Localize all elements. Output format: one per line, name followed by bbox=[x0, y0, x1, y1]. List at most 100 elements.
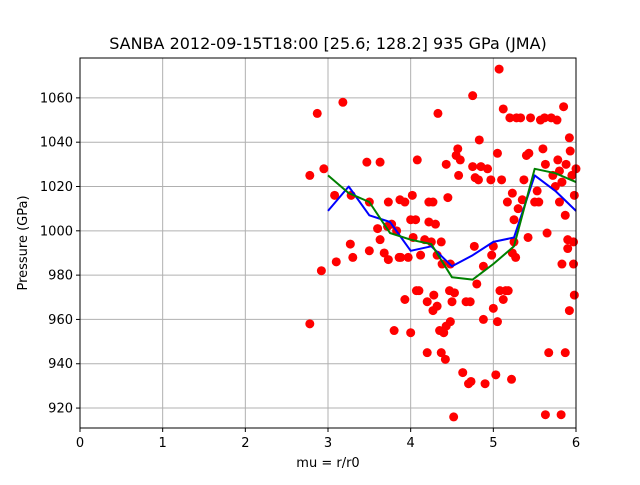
x-tick-label: 4 bbox=[407, 436, 415, 451]
data-point bbox=[383, 197, 393, 207]
y-tick-label: 1040 bbox=[40, 136, 73, 151]
data-point bbox=[526, 113, 536, 123]
series-lines bbox=[327, 167, 577, 281]
data-point bbox=[396, 252, 406, 262]
data-point bbox=[432, 301, 442, 311]
data-point bbox=[305, 170, 315, 180]
data-point bbox=[561, 159, 571, 169]
data-point bbox=[375, 157, 385, 167]
data-point bbox=[488, 303, 498, 313]
data-point bbox=[345, 239, 355, 249]
data-point bbox=[465, 297, 475, 307]
y-tick-label: 960 bbox=[48, 313, 73, 328]
green-series-line bbox=[327, 167, 577, 281]
data-point bbox=[375, 235, 385, 245]
y-tick-label: 1060 bbox=[40, 91, 73, 106]
data-point bbox=[540, 113, 550, 123]
y-tick-label: 1020 bbox=[40, 180, 73, 195]
data-point bbox=[517, 195, 527, 205]
data-point bbox=[316, 266, 326, 276]
data-point bbox=[443, 193, 453, 203]
data-point bbox=[403, 252, 413, 262]
data-point bbox=[455, 155, 465, 165]
data-point bbox=[516, 113, 526, 123]
data-point bbox=[542, 228, 552, 238]
data-point bbox=[407, 190, 417, 200]
axis-ticks: 0 1 2 3 4 5 6 920 940 960 980 1000 1020 1040 1060 bbox=[40, 91, 580, 451]
data-point bbox=[348, 252, 358, 262]
data-point bbox=[411, 215, 421, 225]
data-point bbox=[565, 146, 575, 156]
x-tick-label: 5 bbox=[489, 436, 497, 451]
data-point bbox=[362, 157, 372, 167]
data-point bbox=[532, 186, 542, 196]
data-point bbox=[436, 348, 446, 358]
y-axis-label: Pressure (GPa) bbox=[16, 195, 31, 290]
x-tick-label: 6 bbox=[572, 436, 580, 451]
blue-series-line bbox=[327, 174, 577, 268]
data-point bbox=[569, 190, 579, 200]
data-point bbox=[429, 290, 439, 300]
data-point bbox=[379, 248, 389, 258]
data-point bbox=[338, 97, 348, 107]
data-point bbox=[503, 286, 513, 296]
data-point bbox=[564, 306, 574, 316]
data-point bbox=[400, 197, 410, 207]
data-point bbox=[454, 170, 464, 180]
data-point bbox=[502, 197, 512, 207]
x-axis-label: mu = r/r0 bbox=[296, 456, 359, 471]
data-point bbox=[449, 288, 459, 298]
data-point bbox=[509, 215, 519, 225]
data-point bbox=[507, 374, 517, 384]
data-point bbox=[428, 197, 438, 207]
data-point bbox=[560, 210, 570, 220]
data-point bbox=[449, 412, 459, 422]
x-tick-label: 0 bbox=[76, 436, 84, 451]
data-point bbox=[487, 250, 497, 260]
data-point bbox=[447, 297, 457, 307]
data-point bbox=[480, 379, 490, 389]
y-tick-label: 940 bbox=[48, 357, 73, 372]
data-point bbox=[553, 155, 563, 165]
data-point bbox=[468, 162, 478, 172]
data-point bbox=[513, 204, 523, 214]
data-point bbox=[569, 259, 579, 269]
data-point bbox=[494, 64, 504, 74]
data-point bbox=[544, 348, 554, 358]
data-point bbox=[523, 232, 533, 242]
data-point bbox=[422, 297, 432, 307]
x-tick-label: 1 bbox=[159, 436, 167, 451]
data-point bbox=[305, 319, 315, 329]
data-point bbox=[373, 224, 383, 234]
data-point bbox=[468, 91, 478, 101]
data-point bbox=[319, 164, 329, 174]
chart-title: SANBA 2012-09-15T18:00 [25.6; 128.2] 935… bbox=[109, 34, 547, 53]
data-point bbox=[491, 370, 501, 380]
data-point bbox=[554, 197, 564, 207]
data-point bbox=[330, 190, 340, 200]
data-point bbox=[400, 294, 410, 304]
data-point bbox=[474, 135, 484, 145]
data-point bbox=[412, 155, 422, 165]
data-point bbox=[414, 286, 424, 296]
data-point bbox=[559, 102, 569, 112]
data-point bbox=[538, 144, 548, 154]
data-point bbox=[441, 159, 451, 169]
data-point bbox=[445, 317, 455, 327]
data-point bbox=[498, 104, 508, 114]
data-point bbox=[498, 294, 508, 304]
data-point bbox=[436, 237, 446, 247]
y-tick-label: 980 bbox=[48, 269, 73, 284]
data-point bbox=[563, 244, 573, 254]
data-point bbox=[478, 314, 488, 324]
data-point bbox=[469, 241, 479, 251]
data-point bbox=[422, 348, 432, 358]
data-point bbox=[473, 175, 483, 185]
data-point bbox=[557, 177, 567, 187]
data-point bbox=[567, 170, 577, 180]
data-point bbox=[569, 237, 579, 247]
data-point bbox=[430, 219, 440, 229]
